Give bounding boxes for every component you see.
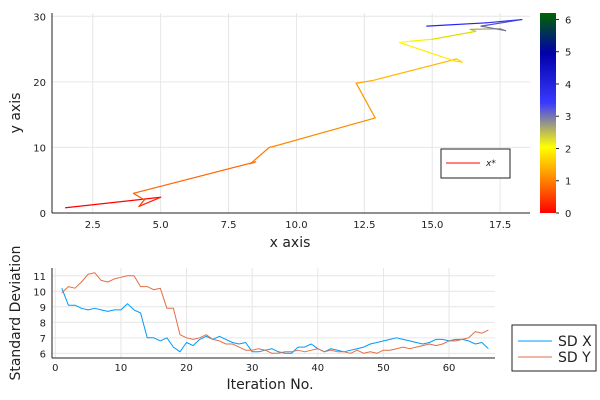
legend-label-sd-x: SD X — [558, 334, 592, 350]
trajectory-segment — [138, 199, 145, 208]
trajectory-segment — [355, 81, 365, 84]
trajectory-segment — [355, 82, 376, 119]
trajectory-segment — [274, 117, 376, 147]
series-line-sd-x — [61, 288, 489, 354]
bottom-y-tick-label: 8 — [40, 318, 46, 329]
colorbar-gradient-bar — [540, 13, 556, 213]
sd-series — [61, 272, 489, 354]
bottom-legend-box — [511, 324, 597, 372]
colorbar-tick-label: 4 — [565, 80, 571, 91]
legend-label-sd-y: SD Y — [558, 350, 591, 366]
top-legend: x* — [440, 148, 511, 179]
top-y-tick-label: 10 — [33, 143, 46, 154]
series-line-sd-y — [61, 272, 489, 354]
top-legend-label: x* — [485, 159, 496, 169]
colorbar-tick-label: 1 — [565, 177, 571, 188]
top-grid — [52, 13, 530, 214]
bottom-x-tick-label: 10 — [115, 363, 128, 374]
bottom-y-tick-label: 9 — [40, 303, 46, 314]
bottom-x-tick-label: 30 — [246, 363, 259, 374]
bottom-x-tick-label: 60 — [443, 363, 456, 374]
trajectory-segment — [399, 40, 412, 44]
trajectory-segment — [399, 41, 455, 62]
trajectory-segment — [426, 22, 488, 27]
colorbar-tick-label: 6 — [565, 15, 571, 26]
bottom-x-tick-label: 0 — [52, 363, 58, 374]
trajectory-segment — [249, 146, 270, 165]
top-x-tick-label: 2.5 — [85, 220, 101, 231]
trajectory-segment — [64, 196, 162, 209]
bottom-y-tick-label: 6 — [40, 349, 46, 360]
bottom-y-tick-label: 11 — [33, 272, 46, 283]
sd-chart: 0 10 20 30 40 50 60 6 7 8 9 10 11 Iteration No. Stan… — [8, 245, 597, 393]
colorbar-tick-label: 2 — [565, 144, 571, 155]
trajectory-segment — [409, 38, 433, 42]
trajectory-segment — [371, 58, 458, 82]
colorbar-tick-label: 3 — [565, 112, 571, 123]
trajectory-segment — [485, 18, 523, 24]
bottom-y-axis-label: Standard Deviation — [8, 245, 24, 380]
top-y-axis-label: y axis — [8, 93, 24, 134]
trajectory-segment — [431, 30, 477, 40]
top-x-tick-label: 15.0 — [421, 220, 443, 231]
trajectory-segment — [480, 25, 507, 32]
top-x-tick-label: 5.0 — [153, 220, 169, 231]
bottom-x-tick-label: 50 — [377, 363, 390, 374]
top-x-tick-label: 7.5 — [221, 220, 237, 231]
top-x-tick-label: 17.5 — [489, 220, 511, 231]
colorbar: 0 1 2 3 4 5 6 — [540, 13, 571, 220]
top-x-tick-label: 10.0 — [285, 220, 307, 231]
top-y-tick-label: 0 — [40, 209, 46, 220]
trajectory-series — [64, 18, 523, 209]
colorbar-tick-labels: 0 1 2 3 4 5 6 — [556, 15, 571, 220]
trajectory-segment — [268, 145, 276, 149]
bottom-x-tick-label: 20 — [180, 363, 193, 374]
bottom-x-tick-label: 40 — [311, 363, 324, 374]
colorbar-tick-label: 5 — [565, 48, 571, 59]
trajectory-segment — [132, 161, 257, 194]
top-tick-labels: 2.5 5.0 7.5 10.0 12.5 15.0 17.5 0 10 20 30 — [33, 12, 511, 231]
bottom-tick-labels: 0 10 20 30 40 50 60 6 7 8 9 10 11 — [33, 272, 455, 374]
bottom-x-axis-label: Iteration No. — [226, 377, 313, 393]
bottom-legend: SD X SD Y — [511, 324, 597, 372]
bottom-y-tick-label: 7 — [40, 334, 46, 345]
bottom-y-tick-label: 10 — [33, 287, 46, 298]
trajectory-segment — [138, 196, 162, 208]
trajectory-segment — [453, 60, 463, 63]
trajectory-segment — [363, 79, 374, 83]
top-y-tick-label: 20 — [33, 78, 46, 89]
colorbar-tick-label: 0 — [565, 209, 571, 220]
top-x-tick-label: 12.5 — [353, 220, 375, 231]
top-y-tick-label: 30 — [33, 12, 46, 23]
top-x-axis-label: x axis — [270, 235, 311, 251]
trajectory-segment — [132, 192, 145, 201]
